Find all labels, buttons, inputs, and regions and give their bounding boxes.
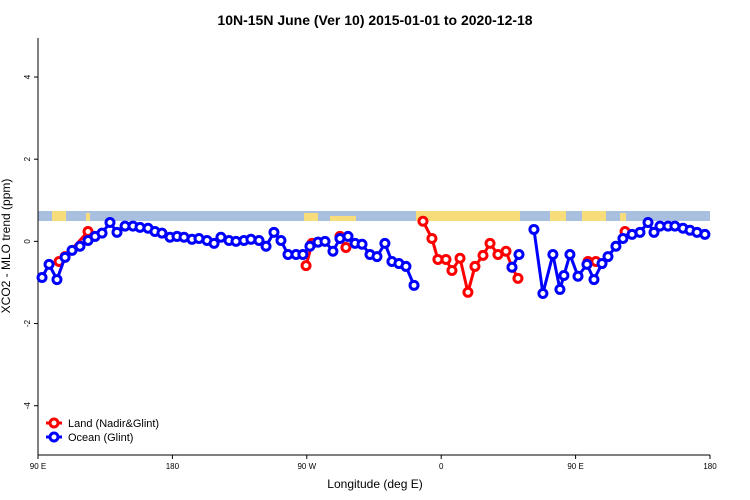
- legend-marker: [48, 417, 60, 429]
- ocean-strip: [38, 211, 710, 221]
- data-point: [484, 237, 496, 249]
- data-point: [602, 251, 614, 263]
- data-point: [342, 230, 354, 242]
- data-point: [547, 249, 559, 261]
- data-point: [371, 251, 383, 263]
- data-point: [537, 288, 549, 300]
- data-point: [253, 235, 265, 247]
- data-point: [469, 260, 481, 272]
- x-tick-label: 180: [166, 462, 180, 471]
- data-point: [513, 249, 525, 261]
- data-point: [379, 237, 391, 249]
- data-point: [43, 258, 55, 270]
- x-axis-label: Longitude (deg E): [327, 477, 422, 491]
- mask-strip: [38, 211, 710, 221]
- legend-label: Ocean (Glint): [68, 432, 133, 444]
- data-point: [440, 253, 452, 265]
- y-tick-label: -2: [23, 319, 32, 327]
- data-point: [400, 260, 412, 272]
- x-tick-label: 90 E: [30, 462, 46, 471]
- data-point: [500, 245, 512, 257]
- data-point: [512, 272, 524, 284]
- data-point: [528, 223, 540, 235]
- data-point: [327, 245, 339, 257]
- legend-marker: [48, 431, 60, 443]
- data-point: [319, 235, 331, 247]
- data-point: [454, 252, 466, 264]
- data-point: [610, 240, 622, 252]
- data-point: [51, 274, 63, 286]
- data-point: [642, 216, 654, 228]
- data-point: [96, 227, 108, 239]
- data-point: [617, 232, 629, 244]
- land-patch: [304, 213, 318, 221]
- x-tick-label: 90 W: [297, 462, 316, 471]
- data-point: [66, 244, 78, 256]
- data-point: [300, 260, 312, 272]
- data-point: [462, 286, 474, 298]
- data-point: [558, 269, 570, 281]
- data-point: [648, 226, 660, 238]
- data-point: [564, 249, 576, 261]
- y-tick-label: 4: [23, 74, 32, 79]
- x-tick-label: 0: [439, 462, 444, 471]
- y-tick-label: -4: [23, 402, 32, 410]
- data-point: [581, 258, 593, 270]
- x-tick-label: 180: [703, 462, 717, 471]
- land-patch: [582, 211, 606, 221]
- data-point: [477, 249, 489, 261]
- data-point: [506, 261, 518, 273]
- data-point: [260, 240, 272, 252]
- land-patch: [620, 213, 626, 221]
- data-point: [417, 215, 429, 227]
- data-point: [572, 270, 584, 282]
- data-point: [111, 226, 123, 238]
- data-point: [588, 274, 600, 286]
- land-patch: [416, 211, 520, 221]
- land-patch: [52, 211, 66, 221]
- data-point: [36, 272, 48, 284]
- data-point: [340, 242, 352, 254]
- y-tick-label: 2: [23, 156, 32, 161]
- legend-label: Land (Nadir&Glint): [68, 418, 159, 430]
- land-patch: [550, 211, 566, 221]
- chart-title: 10N-15N June (Ver 10) 2015-01-01 to 2020…: [217, 12, 532, 28]
- data-point: [74, 240, 86, 252]
- data-point: [268, 226, 280, 238]
- data-point: [426, 232, 438, 244]
- data-point: [356, 238, 368, 250]
- data-point: [304, 240, 316, 252]
- data-point: [699, 228, 711, 240]
- data-point: [634, 226, 646, 238]
- legend: Land (Nadir&Glint) Ocean (Glint): [46, 417, 159, 444]
- data-point: [59, 251, 71, 263]
- land-patch: [330, 216, 356, 221]
- data-point: [408, 279, 420, 291]
- data-point: [596, 258, 608, 270]
- data-point: [446, 265, 458, 277]
- x-tick-label: 90 E: [567, 462, 583, 471]
- data-point: [104, 216, 116, 228]
- data-point: [156, 227, 168, 239]
- data-point: [297, 249, 309, 261]
- data-point: [554, 283, 566, 295]
- y-axis-label: XCO2 - MLO trend (ppm): [0, 179, 13, 314]
- data-point: [208, 237, 220, 249]
- land-patch: [86, 213, 90, 221]
- y-tick-label: 0: [23, 239, 32, 244]
- data-point: [275, 235, 287, 247]
